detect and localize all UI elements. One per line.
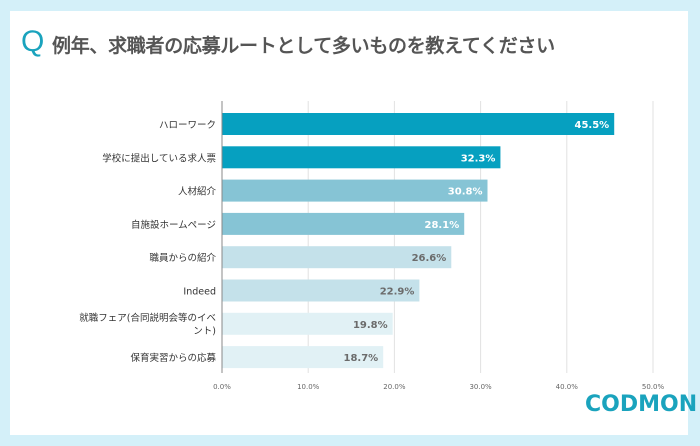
category-label: 人材紹介: [178, 186, 217, 198]
bar: [222, 179, 488, 202]
category-label: 保育実習からの応募: [130, 352, 216, 364]
data-label: 22.9%: [380, 287, 415, 298]
logo-text: CODMON: [585, 392, 698, 417]
bar: [222, 246, 452, 269]
bar: [222, 146, 501, 169]
data-label: 19.8%: [353, 320, 388, 331]
bar: [222, 346, 384, 369]
category-label: 自施設ホームページ: [131, 219, 216, 231]
x-tick-label: 0.0%: [213, 383, 231, 391]
bar: [222, 312, 393, 335]
codmon-logo: CODMON: [585, 392, 697, 417]
data-label: 18.7%: [343, 353, 378, 364]
x-tick-label: 30.0%: [469, 383, 492, 391]
category-label: ハローワーク: [159, 120, 216, 131]
category-label: 職員からの紹介: [149, 252, 216, 264]
question-mark-q: Q: [21, 25, 45, 58]
data-label: 28.1%: [425, 220, 460, 231]
data-label: 45.5%: [575, 120, 610, 131]
category-label: Indeed: [183, 287, 216, 298]
bar: [222, 279, 420, 302]
bar: [222, 113, 615, 135]
bar: [222, 212, 465, 235]
x-tick-label: 40.0%: [556, 383, 579, 391]
x-tick-label: 10.0%: [297, 383, 320, 391]
data-label: 32.3%: [461, 153, 496, 164]
chart-title: 例年、求職者の応募ルートとして多いものを教えてください: [52, 35, 555, 57]
category-label: 就職フェア(合同説明会等のイベント): [79, 312, 216, 337]
data-label: 26.6%: [412, 253, 447, 264]
category-label: 学校に提出している求人票: [102, 152, 216, 164]
data-label: 30.8%: [448, 187, 483, 198]
x-tick-label: 20.0%: [383, 383, 406, 391]
x-tick-label: 50.0%: [642, 383, 665, 391]
